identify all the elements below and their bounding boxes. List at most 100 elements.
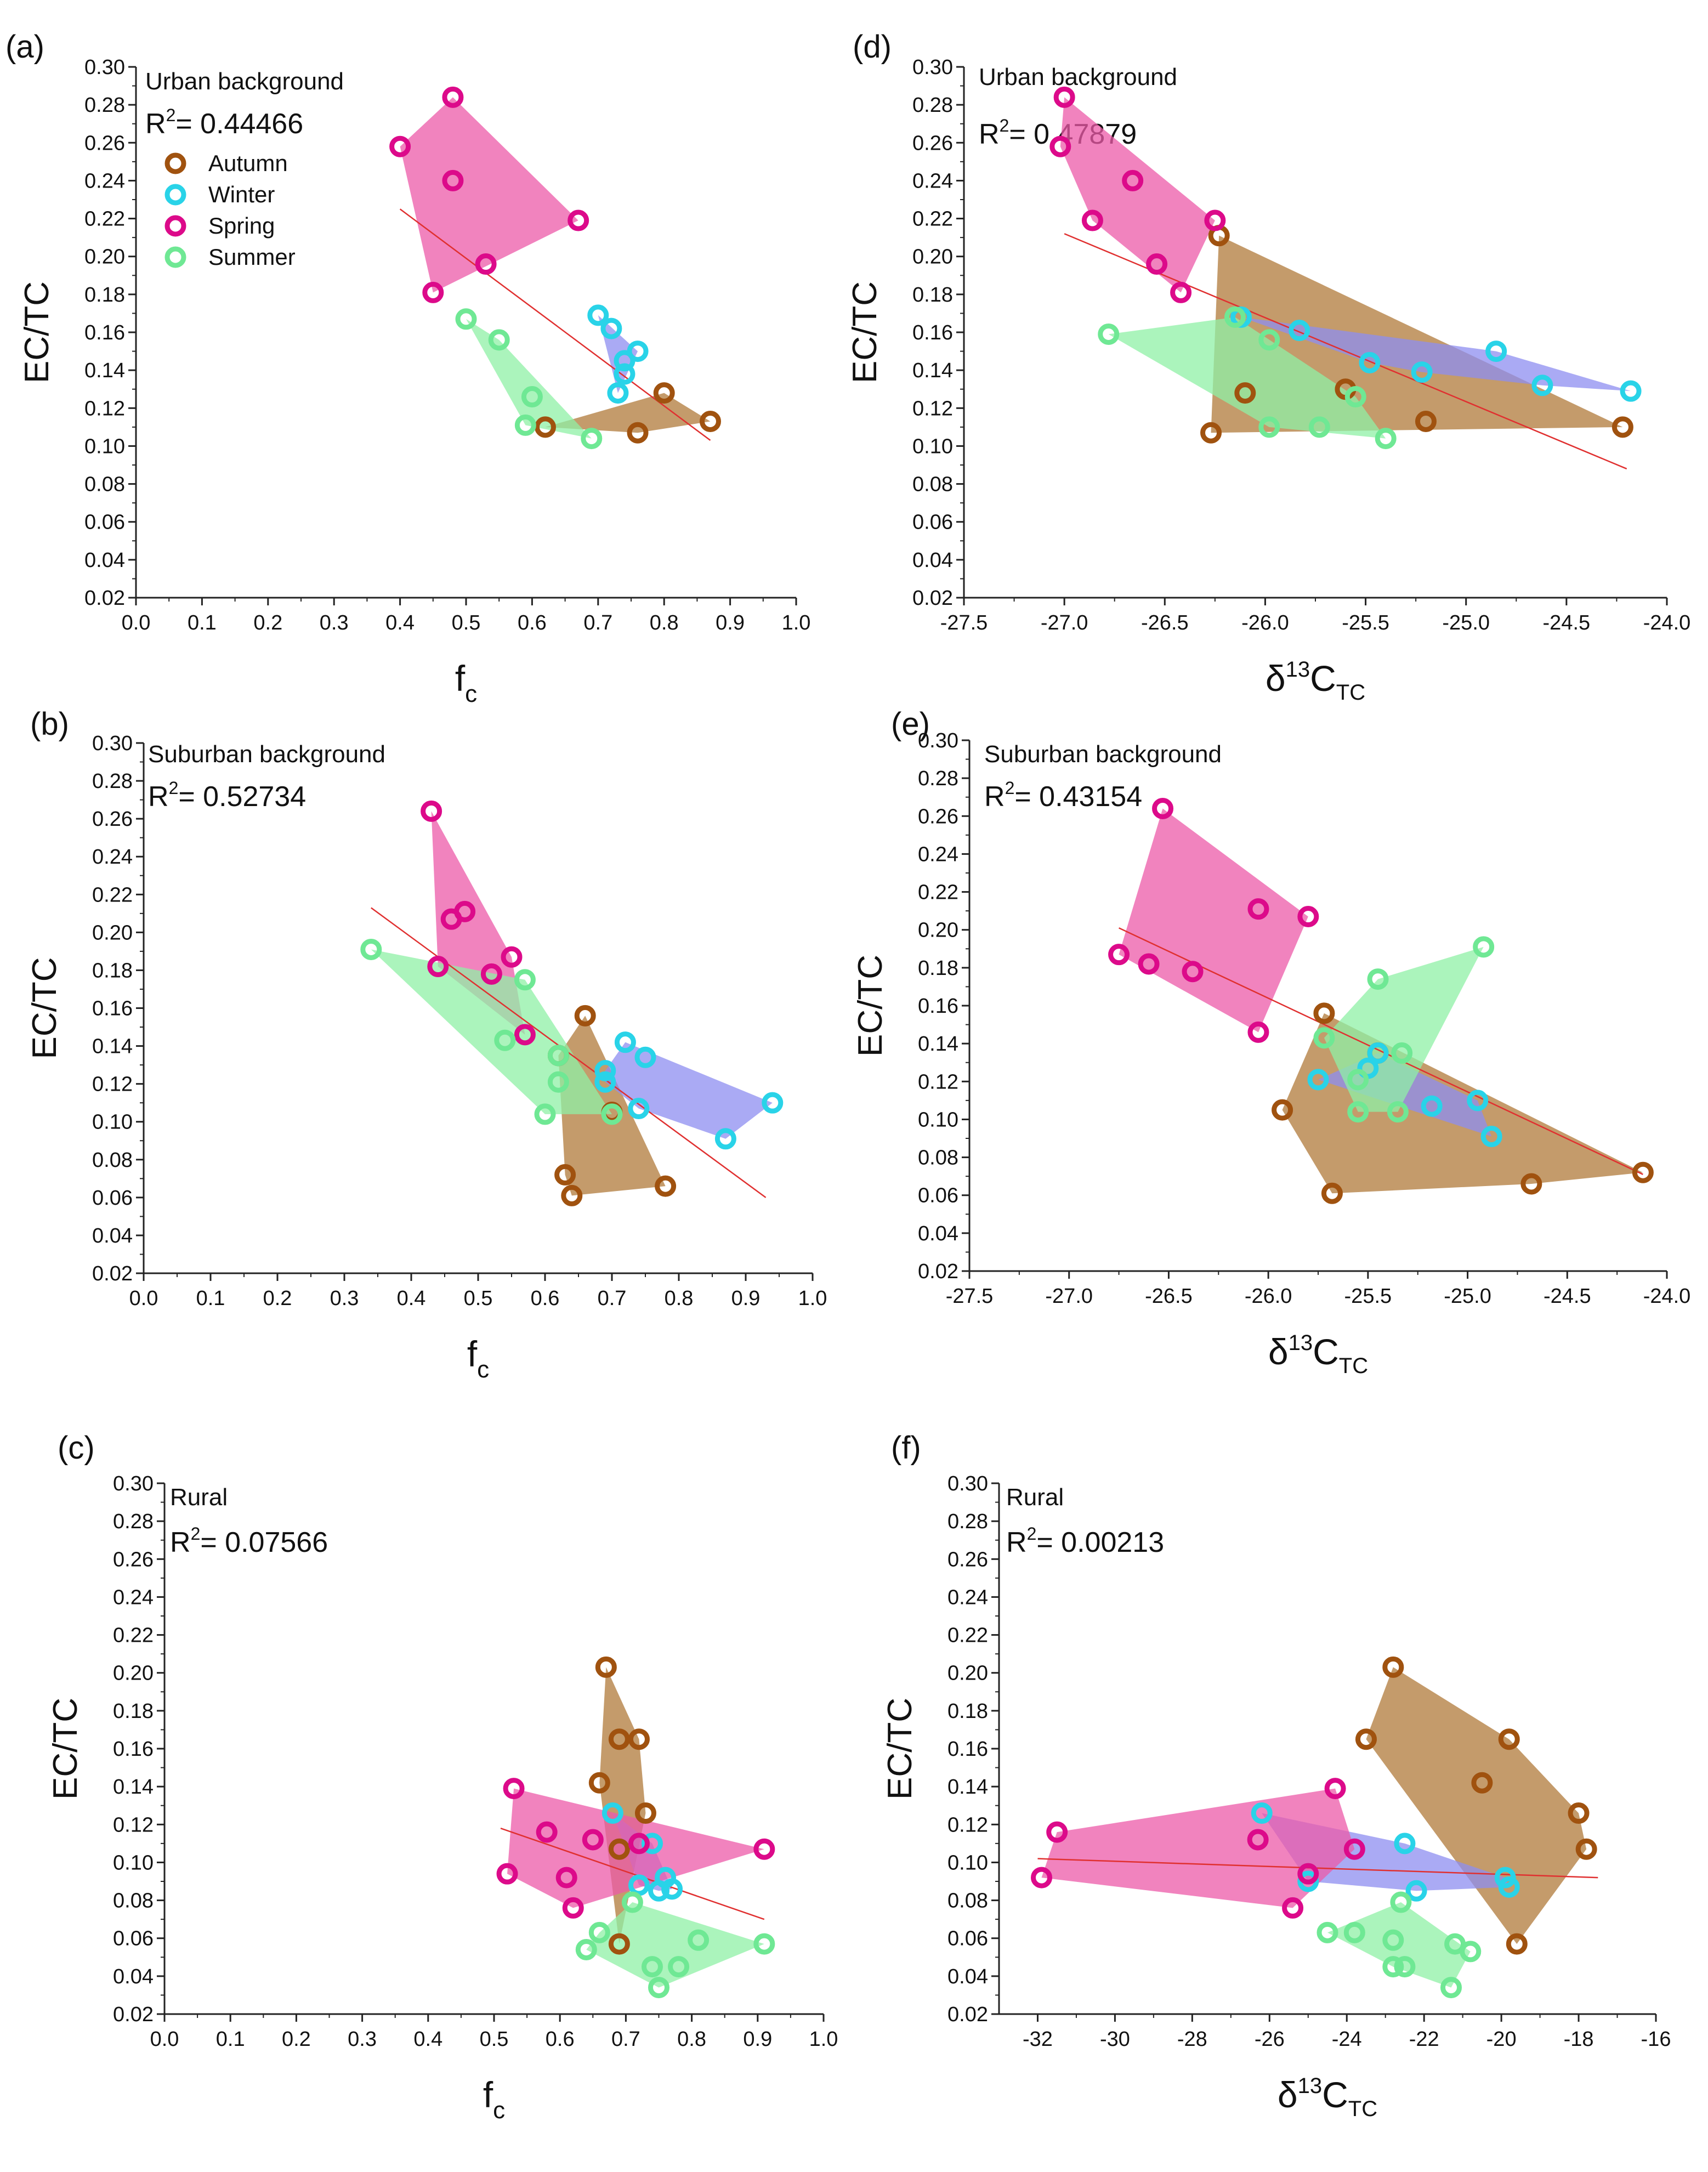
point-winter	[600, 317, 622, 339]
y-tick-label: 0.22	[912, 208, 953, 231]
y-tick-label: 0.02	[84, 587, 125, 610]
point-autumn	[608, 1933, 630, 1955]
x-axis-label: fc	[467, 1334, 489, 1383]
fit-line	[1037, 1858, 1598, 1879]
point-autumn	[608, 1838, 630, 1860]
y-tick-label: 0.04	[92, 1224, 133, 1247]
panel-d: (d) Urban background R2= 0.47879 0.020.0…	[846, 29, 1690, 705]
x-tick-label: 0.0	[129, 1287, 158, 1310]
y-tick-label: 0.10	[92, 1111, 133, 1134]
point-summer	[1382, 1929, 1404, 1951]
y-tick-label: 0.14	[113, 1776, 154, 1799]
point-spring	[562, 1897, 584, 1919]
x-tick-label: -20	[1486, 2028, 1517, 2051]
point-summer	[668, 1956, 690, 1978]
y-tick-label: 0.04	[113, 1965, 154, 1988]
point-autumn	[1498, 1728, 1520, 1750]
point-winter	[1297, 1870, 1319, 1892]
y-tick-label: 0.20	[918, 919, 958, 942]
y-tick-label: 0.10	[918, 1108, 958, 1131]
y-tick-label: 0.16	[918, 995, 958, 1018]
y-tick-label: 0.30	[918, 729, 958, 752]
x-tick-label: 1.0	[782, 611, 811, 634]
y-tick-label: 0.30	[92, 732, 133, 755]
point-winter	[1405, 1880, 1427, 1902]
point-summer	[753, 1933, 775, 1955]
point-autumn	[1415, 410, 1437, 432]
point-autumn	[588, 1772, 610, 1794]
point-spring	[1081, 209, 1103, 231]
site-label-b: Suburban background	[148, 741, 385, 768]
y-tick-label: 0.20	[113, 1662, 154, 1685]
y-tick-label: 0.24	[918, 843, 958, 866]
y-tick-label: 0.04	[84, 549, 125, 572]
x-tick-label: -18	[1564, 2028, 1594, 2051]
point-autumn	[1520, 1173, 1542, 1195]
point-spring	[1343, 1838, 1365, 1860]
point-winter	[628, 1874, 650, 1896]
point-autumn	[1321, 1182, 1343, 1204]
y-tick-label: 0.18	[947, 1700, 988, 1723]
x-tick-label: 1.0	[809, 2028, 838, 2051]
panel-c: (c) Rural R2= 0.07566 0.02 0.04 0.06 0.08 0.…	[47, 1430, 838, 2124]
y-tick-label: 0.10	[113, 1851, 154, 1874]
point-summer	[601, 1103, 623, 1125]
y-tick-label: 0.28	[947, 1510, 988, 1533]
point-winter	[714, 1128, 736, 1150]
y-tick-label: 0.12	[912, 397, 953, 420]
point-spring	[628, 1833, 650, 1855]
point-summer	[1347, 1069, 1369, 1091]
point-summer	[1391, 1042, 1413, 1064]
y-tick-label: 0.14	[947, 1776, 988, 1799]
legend-label-autumn: Autumn	[208, 150, 288, 176]
point-autumn	[627, 422, 649, 444]
y-tick-label: 0.14	[92, 1035, 133, 1058]
point-spring	[1170, 281, 1192, 303]
site-label-d: Urban background	[979, 64, 1177, 90]
y-tick-label: 0.16	[912, 321, 953, 344]
y-tick-label: 0.08	[912, 473, 953, 496]
point-spring	[422, 281, 444, 303]
x-tick-label: -22	[1409, 2028, 1439, 2051]
legend-label-winter: Winter	[208, 182, 275, 207]
point-winter	[634, 1046, 656, 1068]
y-tick-label: 0.02	[92, 1262, 133, 1285]
x-tick-label: 0.4	[413, 2028, 442, 2051]
r2-label-f: R2= 0.00213	[1006, 1524, 1164, 1558]
point-spring	[1182, 961, 1204, 983]
point-summer	[1258, 329, 1280, 351]
r2-label-b: R2= 0.52734	[148, 778, 306, 813]
y-tick-label: 0.22	[918, 881, 958, 904]
x-tick-label: 0.1	[216, 2028, 245, 2051]
legend-marker-winter	[164, 184, 186, 206]
hull-spring	[400, 97, 578, 293]
point-spring	[427, 956, 449, 978]
point-summer	[581, 428, 603, 450]
point-autumn	[595, 1656, 617, 1678]
hull-summer	[371, 949, 612, 1114]
y-tick-label: 0.02	[113, 2003, 154, 2026]
point-winter	[661, 1878, 683, 1900]
hull-autumn	[1366, 1667, 1587, 1944]
x-tick-label: 0.4	[397, 1287, 426, 1310]
point-spring	[1138, 953, 1160, 975]
hull-group	[371, 811, 773, 1196]
x-tick-label: 0.0	[122, 611, 151, 634]
point-autumn	[554, 1164, 576, 1186]
x-tick-label: -24.5	[1543, 611, 1591, 634]
y-tick-label: 0.30	[113, 1472, 154, 1495]
x-tick-label: 0.2	[253, 611, 282, 634]
y-tick-label: 0.02	[947, 2003, 988, 2026]
y-tick-label: 0.02	[918, 1260, 958, 1283]
point-summer	[1258, 416, 1280, 438]
hull-spring	[1060, 97, 1215, 293]
point-winter	[648, 1880, 669, 1902]
y-tick-label: 0.18	[912, 283, 953, 307]
point-spring	[1122, 169, 1144, 191]
x-tick-label: 0.2	[263, 1287, 292, 1310]
y-tick-label: 0.22	[92, 883, 133, 906]
point-autumn	[561, 1184, 583, 1206]
y-tick-label: 0.18	[84, 283, 125, 307]
x-tick-label: -25.5	[1342, 611, 1389, 634]
point-spring	[1204, 209, 1226, 231]
